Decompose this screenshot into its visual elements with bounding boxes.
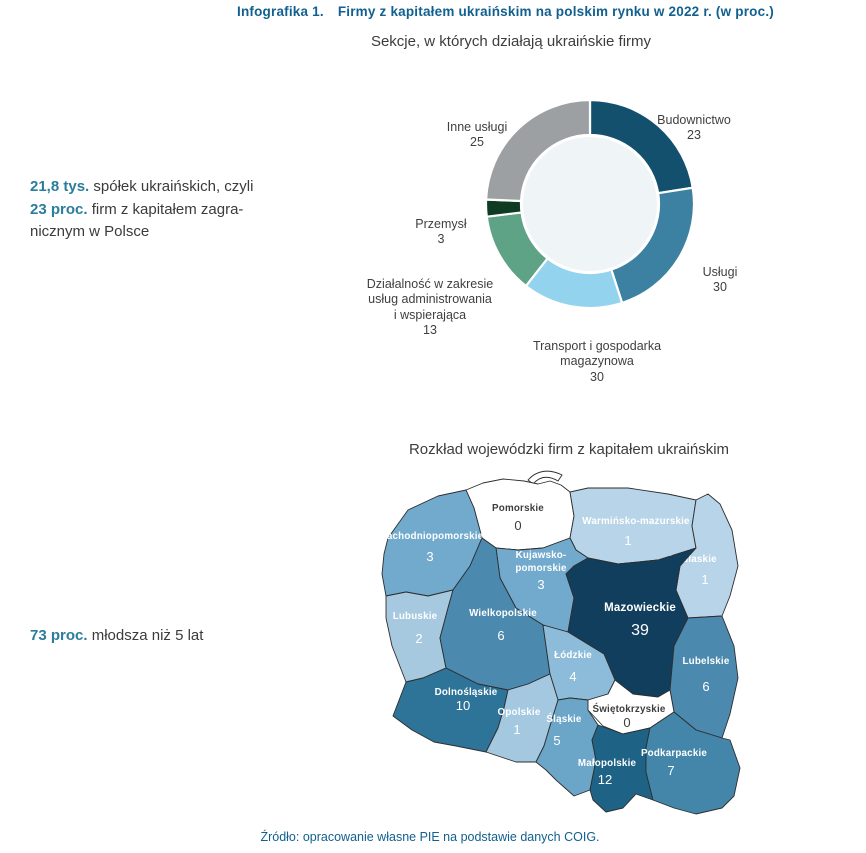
region-lodzkie-value: 4: [569, 669, 576, 684]
title-text: Firmy z kapitałem ukraińskim na polskim …: [337, 4, 774, 19]
stat-73-proc: 73 proc.: [30, 627, 88, 644]
region-zachodniopomorskie-label: Zachodniopomorskie: [381, 531, 484, 542]
source-note: Źródło: opracowanie własne PIE na podsta…: [260, 830, 600, 844]
note-text: firm z kapitałem zagra-: [87, 200, 244, 218]
donut-segment-4: [484, 198, 523, 218]
region-slaskie-value: 5: [553, 733, 560, 748]
donut-label-uslugi: Usługi 30: [680, 249, 760, 311]
segment-label: Transport i gospodarka magazynowa: [532, 338, 662, 369]
region-mazowieckie-value: 39: [631, 622, 649, 639]
region-lodzkie-label: Łódzkie: [554, 650, 592, 661]
region-mazowieckie-label: Mazowieckie: [604, 602, 676, 614]
segment-value: 23: [687, 128, 701, 142]
note-company-age: 73 proc. młodsza niż 5 lat: [30, 625, 280, 648]
poland-map: Pomorskie 0 Zachodniopomorskie 3 Warmińs…: [381, 470, 741, 815]
donut-hole: [523, 137, 657, 271]
donut-label-transport: Transport i gospodarka magazynowa 30: [497, 323, 697, 401]
donut-label-budownictwo: Budownictwo 23: [634, 97, 754, 159]
segment-value: 25: [470, 135, 484, 149]
region-slaskie-label: Śląskie: [546, 713, 582, 725]
segment-label: Inne usługi: [446, 119, 508, 134]
region-lubuskie-label: Lubuskie: [393, 611, 438, 622]
stat-23-proc: 23 proc.: [30, 200, 88, 218]
region-pomorskie-label: Pomorskie: [492, 503, 544, 514]
region-podkarpackie-shape: [645, 711, 741, 815]
region-malopolskie-label: Małopolskie: [578, 758, 637, 769]
region-podkarpackie-value: 7: [667, 763, 674, 778]
segment-value: 30: [713, 280, 727, 294]
region-opolskie-label: Opolskie: [498, 707, 541, 718]
region-opolskie-value: 1: [513, 722, 520, 737]
segment-value: 3: [437, 232, 445, 246]
segment-value: 13: [423, 323, 437, 337]
donut-segment-5: [484, 98, 592, 203]
title-prefix: Infografika 1.: [237, 4, 324, 19]
segment-value: 30: [590, 369, 604, 384]
region-warminsko-mazurskie-label: Warmińsko-mazurskie: [582, 516, 690, 527]
region-lubelskie-value: 6: [702, 679, 709, 694]
region-lubelskie-label: Lubelskie: [683, 656, 730, 667]
region-warminsko-mazurskie-value: 1: [624, 533, 631, 548]
note-companies-count: 21,8 tys. spółek ukraińskich, czyli 23 p…: [30, 176, 280, 244]
region-podlaskie-value: 1: [701, 572, 708, 587]
segment-label: Usługi: [702, 264, 738, 279]
donut-chart: [484, 98, 696, 310]
region-dolnoslaskie-label: Dolnośląskie: [435, 687, 498, 698]
region-dolnoslaskie: Dolnośląskie 10: [392, 667, 509, 753]
region-mazowieckie: Mazowieckie 39: [565, 547, 697, 698]
region-podkarpackie: Podkarpackie 7: [641, 711, 741, 815]
donut-label-przemysl: Przemysł 3: [401, 201, 481, 263]
segment-label: Działalność w zakresie usług administrow…: [366, 276, 494, 322]
note-line: 23 proc. firm z kapitałem zagra-: [30, 199, 280, 222]
region-pomorskie-value: 0: [514, 518, 521, 533]
note-line: 21,8 tys. spółek ukraińskich, czyli: [30, 176, 280, 199]
region-kujawsko-pomorskie-value: 3: [537, 577, 544, 592]
note-text: młodsza niż 5 lat: [87, 627, 204, 644]
region-swietokrzyskie-value: 0: [623, 715, 630, 730]
region-lubuskie-value: 2: [415, 631, 422, 646]
region-podlaskie-label: Podlaskie: [669, 554, 717, 565]
page-title: Infografika 1. Firmy z kapitałem ukraińsk…: [237, 4, 774, 19]
region-wielkopolskie-value: 6: [497, 628, 504, 643]
donut-label-dzialalnosc: Działalność w zakresie usług administrow…: [357, 261, 503, 354]
region-swietokrzyskie-label: Świętokrzyskie: [592, 703, 665, 715]
note-line: nicznym w Polsce: [30, 223, 150, 240]
region-malopolskie-value: 12: [598, 772, 612, 787]
region-warminsko-mazurskie: Warmińsko-mazurskie 1: [569, 487, 697, 565]
note-text: spółek ukraińskich, czyli: [89, 178, 254, 195]
region-kujawsko-pomorskie: Kujawsko-pomorskie 3: [495, 537, 589, 633]
segment-label: Budownictwo: [657, 112, 731, 127]
region-wielkopolskie-label: Wielkopolskie: [469, 608, 537, 619]
region-podkarpackie-label: Podkarpackie: [641, 748, 707, 759]
label-line: Kujawsko-: [516, 550, 567, 561]
hel-peninsula-icon: [527, 470, 563, 485]
donut-segments: [484, 98, 696, 310]
donut-label-inne-uslugi: Inne usługi 25: [427, 104, 527, 166]
stat-21-8-tys: 21,8 tys.: [30, 178, 90, 195]
label-line: pomorskie: [515, 563, 567, 574]
donut-chart-title: Sekcje, w których działają ukraińskie fi…: [370, 33, 652, 50]
region-kujawsko-pomorskie-label: Kujawsko-pomorskie: [515, 550, 567, 574]
region-zachodniopomorskie-value: 3: [426, 549, 433, 564]
map-title: Rozkład wojewódzki firm z kapitałem ukra…: [408, 441, 730, 458]
region-dolnoslaskie-value: 10: [456, 698, 470, 713]
segment-label: Przemysł: [415, 216, 467, 231]
